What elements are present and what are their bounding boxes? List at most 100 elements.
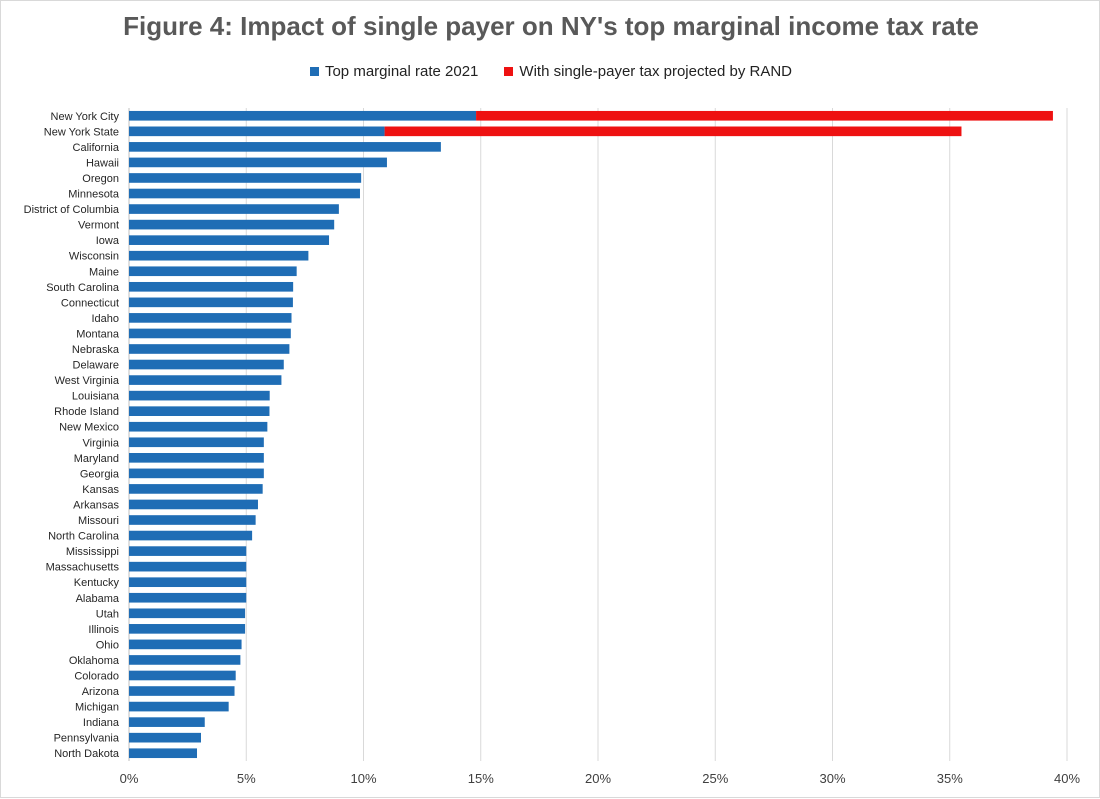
y-tick-label: Virginia [83, 437, 120, 449]
y-tick-label: South Carolina [46, 282, 120, 294]
y-tick-label: Maryland [74, 453, 119, 465]
y-tick-label: Arkansas [73, 499, 119, 511]
bar-base-rate [129, 748, 198, 759]
bar-base-rate [129, 701, 229, 712]
y-tick-label: Connecticut [61, 297, 119, 309]
x-tick-label: 0% [120, 771, 139, 786]
bar-base-rate [129, 484, 263, 494]
bar-base-rate [129, 390, 270, 401]
y-tick-label: Illinois [88, 624, 119, 636]
x-tick-label: 30% [819, 771, 845, 786]
y-tick-label: Rhode Island [54, 406, 119, 418]
y-tick-label: Vermont [78, 220, 119, 232]
bar-base-rate [129, 468, 264, 479]
y-tick-label: Colorado [74, 670, 119, 682]
legend-item-single-payer: With single-payer tax projected by RAND [504, 63, 792, 80]
y-tick-label: Oregon [82, 173, 119, 185]
y-tick-label: Louisiana [72, 391, 120, 403]
bar-single-payer [476, 110, 1053, 121]
bar-base-rate [129, 328, 291, 339]
bar-base-rate [129, 732, 201, 743]
y-tick-label: Kentucky [74, 577, 120, 589]
y-tick-label: Ohio [96, 639, 119, 651]
y-tick-label: North Dakota [54, 748, 120, 760]
bar-base-rate [129, 592, 247, 603]
y-tick-label: West Virginia [55, 375, 120, 387]
bar-base-rate [129, 453, 264, 463]
bar-base-rate [129, 670, 236, 681]
y-tick-label: Pennsylvania [54, 733, 120, 745]
x-tick-label: 25% [702, 771, 728, 786]
y-tick-label: Utah [96, 608, 119, 620]
y-tick-label: Arizona [82, 686, 120, 698]
y-tick-label: Maine [89, 266, 119, 278]
chart-title: Figure 4: Impact of single payer on NY's… [123, 11, 979, 41]
y-tick-label: Iowa [96, 235, 120, 247]
y-tick-label: Oklahoma [69, 655, 120, 667]
bar-base-rate [129, 499, 258, 510]
bar-base-rate [129, 344, 290, 354]
y-tick-label: Delaware [73, 360, 119, 372]
bar-base-rate [129, 624, 246, 634]
bar-base-rate [129, 717, 205, 727]
bar-base-rate [129, 313, 292, 323]
bar-base-rate [129, 110, 477, 121]
bar-base-rate [129, 686, 235, 696]
bar-base-rate [129, 173, 362, 183]
y-tick-label: Missouri [78, 515, 119, 527]
bar-base-rate [129, 375, 282, 385]
y-tick-label: Alabama [76, 593, 120, 605]
legend-item-base: Top marginal rate 2021 [309, 63, 479, 80]
legend-label-single-payer: With single-payer tax projected by RAND [519, 63, 793, 80]
bar-base-rate [129, 359, 284, 370]
y-tick-label: Nebraska [72, 344, 120, 356]
bar-base-rate [129, 515, 256, 525]
y-tick-label: New York State [44, 126, 119, 138]
bar-base-rate [129, 219, 335, 230]
x-tick-label: 5% [237, 771, 256, 786]
bar-base-rate [129, 639, 242, 650]
y-tick-label: Georgia [80, 468, 120, 480]
bar-base-rate [129, 655, 241, 665]
x-tick-label: 35% [937, 771, 963, 786]
y-tick-label: District of Columbia [24, 204, 120, 216]
bar-base-rate [129, 297, 293, 308]
bar-base-rate [129, 126, 385, 137]
y-tick-label: California [73, 142, 120, 154]
bar-base-rate [129, 266, 297, 277]
y-tick-label: New York City [51, 111, 120, 123]
bar-base-rate [129, 235, 330, 245]
bar-base-rate [129, 421, 268, 432]
y-tick-label: Mississippi [66, 546, 119, 558]
bar-base-rate [129, 546, 247, 556]
y-tick-label: New Mexico [59, 422, 119, 434]
bar-base-rate [129, 204, 339, 214]
legend-label-base: Top marginal rate 2021 [324, 63, 479, 80]
bar-base-rate [129, 142, 441, 152]
y-tick-label: Kansas [82, 484, 119, 496]
legend: Top marginal rate 2021 With single-payer… [1, 63, 1100, 80]
bar-single-payer [384, 126, 962, 137]
bar-base-rate [129, 406, 270, 416]
x-tick-label: 20% [585, 771, 611, 786]
y-tick-label: Michigan [75, 702, 119, 714]
legend-swatch-base [309, 67, 319, 76]
bar-base-rate [129, 250, 309, 261]
y-tick-label: Wisconsin [69, 251, 119, 263]
x-tick-label: 15% [468, 771, 494, 786]
x-tick-label: 40% [1054, 771, 1080, 786]
bar-base-rate [129, 281, 294, 292]
bar-base-rate [129, 437, 264, 448]
y-tick-label: Hawaii [86, 157, 119, 169]
bar-base-rate [129, 577, 247, 588]
bar-base-rate [129, 157, 387, 168]
y-tick-label: Minnesota [68, 189, 120, 201]
y-tick-label: Montana [76, 328, 120, 340]
bar-base-rate [129, 530, 253, 541]
y-tick-label: Idaho [91, 313, 119, 325]
bar-base-rate [129, 608, 246, 619]
legend-swatch-single-payer [504, 67, 514, 76]
y-tick-label: Massachusetts [46, 562, 120, 574]
x-tick-label: 10% [350, 771, 376, 786]
